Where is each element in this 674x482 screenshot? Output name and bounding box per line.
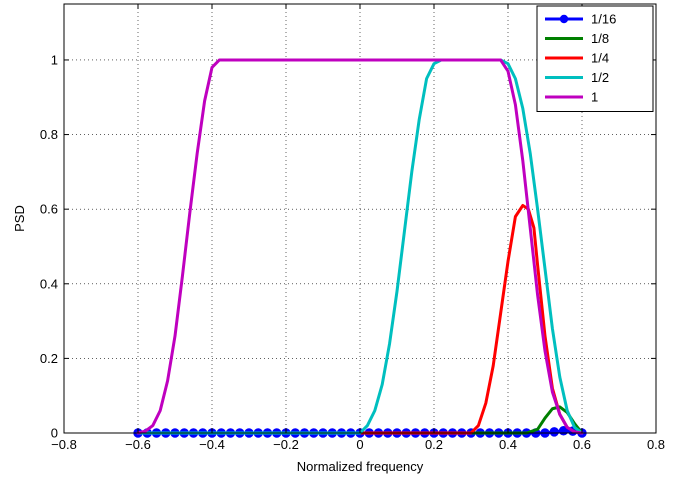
series-line-4 [136, 58, 584, 435]
y-tick-label: 0.4 [40, 276, 58, 291]
x-tick-label: −0.6 [125, 437, 151, 452]
legend-marker [559, 14, 569, 24]
legend: 1/16 1/8 1/4 1/2 1 [536, 5, 654, 112]
legend-label: 1/8 [591, 31, 609, 46]
x-tick-label: −0.2 [273, 437, 299, 452]
y-axis-label: PSD [12, 205, 27, 232]
x-tick-label: 0 [356, 437, 363, 452]
x-axis-label: Normalized frequency [297, 459, 424, 474]
x-tick-label: −0.8 [51, 437, 77, 452]
x-tick-label: 0.6 [573, 437, 591, 452]
x-tick-label: 0.8 [647, 437, 665, 452]
y-tick-label: 0 [51, 426, 58, 441]
series-point [549, 427, 559, 437]
legend-label: 1/16 [591, 12, 616, 27]
y-tick-label: 0.8 [40, 127, 58, 142]
x-tick-label: 0.4 [499, 437, 517, 452]
x-tick-label: 0.2 [425, 437, 443, 452]
legend-label: 1 [591, 90, 598, 105]
y-tick-label: 1 [51, 52, 58, 67]
legend-label: 1/4 [591, 51, 609, 66]
axis-ticks: −0.8 −0.6 −0.4 −0.2 0 0.2 0.4 0.6 0.8 0 0.2 0.4 0.6 0… [40, 4, 665, 452]
legend-label: 1/2 [591, 70, 609, 85]
x-tick-label: −0.4 [199, 437, 225, 452]
y-tick-label: 0.6 [40, 202, 58, 217]
y-tick-label: 0.2 [40, 351, 58, 366]
